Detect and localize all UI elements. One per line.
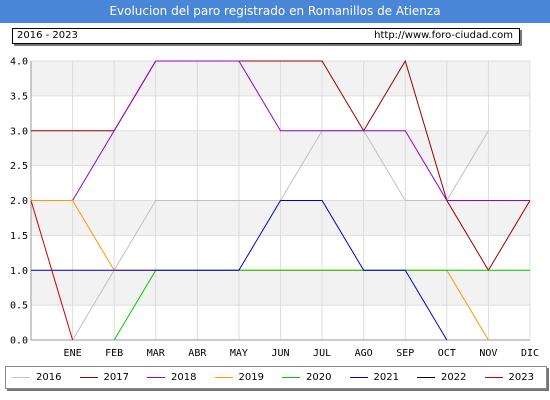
y-tick-label: 3.0 [10,126,28,137]
tick-labels: 0.0 0.5 1.0 1.5 2.0 2.5 3.0 3.5 4.0 ENE FEB MAR ABR M… [10,57,539,360]
legend-swatch [417,377,435,378]
legend-swatch [147,377,165,378]
y-tick-label: 3.5 [10,91,28,102]
legend-label: 2022 [441,372,467,383]
x-tick-label: JUL [313,348,331,359]
series-line-2018 [72,60,530,201]
x-tick-label: SEP [396,348,414,359]
y-tick-label: 2.5 [10,161,28,172]
legend-swatch [79,377,98,378]
legend: 2016 2017 2018 2019 2020 2021 2022 2023 [5,366,547,389]
x-tick-label: MAY [230,348,248,359]
x-tick-label: DIC [521,348,539,359]
y-tick-label: 2.0 [10,196,28,207]
legend-label: 2019 [238,372,264,383]
legend-label: 2020 [306,372,332,383]
series-line-2023 [30,200,74,341]
info-box: 2016 - 2023 http://www.foro-ciudad.com [12,28,520,44]
y-tick-label: 0.5 [10,301,28,312]
y-tick-label: 0.0 [10,336,28,347]
x-tick-label: OCT [438,348,456,359]
y-tick-label: 4.0 [10,57,28,68]
source-url-label: http://www.foro-ciudad.com [374,30,513,41]
line-chart: 0.0 0.5 1.0 1.5 2.0 2.5 3.0 3.5 4.0 ENE FEB MAR ABR M… [10,57,539,360]
series-lines [30,59,531,341]
legend-swatch [484,377,503,378]
x-tick-label: ENE [64,348,82,359]
legend-swatch [282,377,300,378]
legend-label: 2021 [373,372,399,383]
x-tick-label: JUN [271,348,289,359]
year-range-label: 2016 - 2023 [17,30,78,41]
legend-swatch [12,377,30,378]
legend-label: 2016 [36,372,62,383]
x-tick-label: MAR [147,348,166,359]
legend-label: 2017 [103,372,129,383]
x-tick-label: AGO [355,348,373,359]
y-tick-label: 1.5 [10,231,28,242]
x-tick-label: FEB [105,348,123,359]
series-line-2021 [31,200,448,341]
legend-label: 2023 [508,372,534,383]
chart-title: Evolucion del paro registrado en Romanil… [0,0,550,23]
legend-swatch [214,377,233,378]
x-tick-label: NOV [479,348,497,359]
x-tick-label: ABR [188,348,207,359]
legend-swatch [349,377,368,378]
legend-label: 2018 [171,372,197,383]
y-tick-label: 1.0 [10,266,28,277]
